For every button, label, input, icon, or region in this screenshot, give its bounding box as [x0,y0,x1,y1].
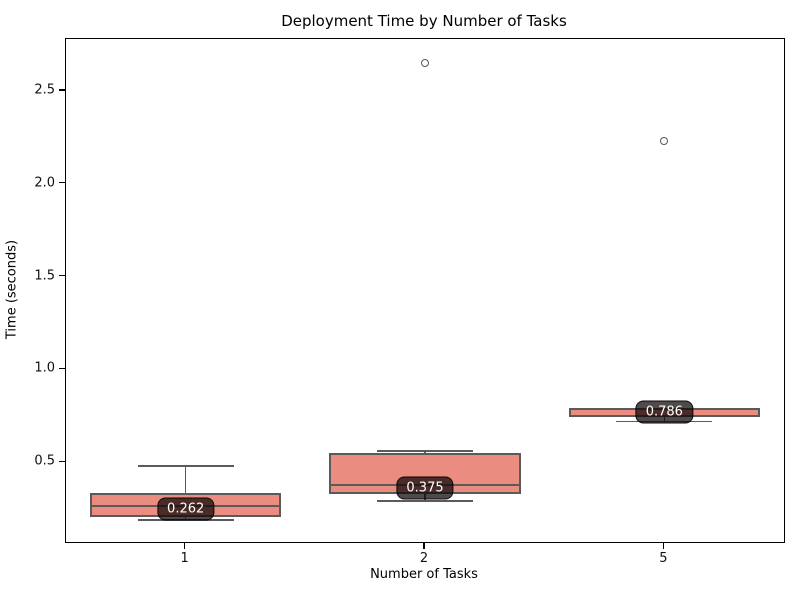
y-tick-mark [59,182,65,184]
x-tick-label: 2 [419,551,429,566]
outlier-point [421,59,429,68]
plot-area: 0.262 0.375 0.786 [65,38,785,543]
y-tick-mark [59,274,65,277]
y-tick-mark [59,89,65,91]
x-axis-label: Number of Tasks [370,567,478,582]
y-tick-label: 0.5 [34,453,55,469]
upper-whisker-line [184,465,187,493]
median-value-annotation: 0.375 [396,476,454,500]
upper-whisker-line [424,451,426,453]
y-tick-label: 2.5 [34,82,55,98]
upper-whisker-cap [137,465,234,467]
x-tick-label: 5 [659,551,668,566]
y-tick-label: 1.0 [34,360,55,376]
outlier-point [660,137,669,146]
y-tick-mark [59,460,65,462]
median-value-annotation: 0.262 [157,497,215,521]
y-tick-label: 2.0 [34,175,55,191]
x-tick-label: 1 [180,551,189,566]
y-tick-mark [59,367,65,369]
chart-title: Deployment Time by Number of Tasks [281,12,567,30]
x-tick-mark [184,543,186,549]
y-tick-label: 1.5 [34,268,55,284]
upper-whisker-cap [377,450,473,452]
median-value-annotation: 0.786 [635,400,693,424]
x-tick-mark [662,543,664,549]
lower-whisker-cap [377,500,473,502]
x-tick-mark [423,543,425,549]
y-axis-label: Time (seconds) [4,239,20,340]
